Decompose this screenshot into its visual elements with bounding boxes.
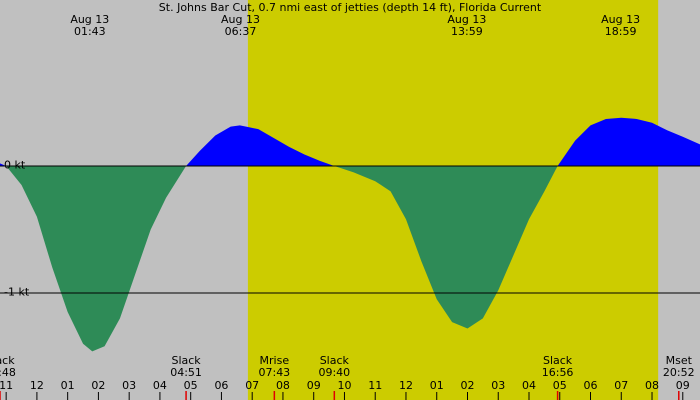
event-time: 07:43 xyxy=(258,366,290,379)
x-tick-label: 01 xyxy=(430,379,444,392)
peak-time: 13:59 xyxy=(451,25,483,38)
peak-time: 18:59 xyxy=(605,25,637,38)
x-tick-label: 09 xyxy=(307,379,321,392)
x-tick-label: 11 xyxy=(368,379,382,392)
ebb-area xyxy=(6,165,558,352)
x-tick-label: 12 xyxy=(30,379,44,392)
x-tick-label: 08 xyxy=(276,379,290,392)
x-tick-label: 07 xyxy=(614,379,628,392)
event-label: Mset xyxy=(666,354,693,367)
x-tick-label: 02 xyxy=(460,379,474,392)
event-label: Slack xyxy=(543,354,573,367)
x-tick-label: 04 xyxy=(522,379,536,392)
event-time: 16:56 xyxy=(542,366,574,379)
event-time: 20:52 xyxy=(663,366,695,379)
x-tick-label: 02 xyxy=(91,379,105,392)
x-tick-label: 04 xyxy=(153,379,167,392)
peak-date: Aug 13 xyxy=(70,13,109,26)
x-tick-label: 11 xyxy=(0,379,13,392)
x-tick-label: 05 xyxy=(184,379,198,392)
peak-date: Aug 13 xyxy=(221,13,260,26)
x-tick-label: 06 xyxy=(214,379,228,392)
y-tick-label: 0 kt xyxy=(4,158,26,171)
x-tick-label: 05 xyxy=(553,379,567,392)
x-tick-label: 03 xyxy=(122,379,136,392)
event-time: 04:51 xyxy=(170,366,202,379)
x-tick-label: 10 xyxy=(337,379,351,392)
y-tick-label: -1 kt xyxy=(4,285,30,298)
event-time: 09:40 xyxy=(318,366,350,379)
x-tick-label: 03 xyxy=(491,379,505,392)
x-tick-label: 09 xyxy=(676,379,690,392)
event-label: Slack xyxy=(0,354,15,367)
peak-date: Aug 13 xyxy=(447,13,486,26)
x-tick-label: 01 xyxy=(61,379,75,392)
chart-title: St. Johns Bar Cut, 0.7 nmi east of jetti… xyxy=(159,1,542,14)
event-label: Slack xyxy=(171,354,201,367)
event-label: Slack xyxy=(320,354,350,367)
x-tick-label: 12 xyxy=(399,379,413,392)
peak-time: 06:37 xyxy=(225,25,257,38)
peak-date: Aug 13 xyxy=(601,13,640,26)
x-tick-label: 06 xyxy=(584,379,598,392)
peak-time: 01:43 xyxy=(74,25,106,38)
event-label: Mrise xyxy=(260,354,290,367)
event-time: 22:48 xyxy=(0,366,16,379)
flood-area xyxy=(0,117,700,166)
x-tick-label: 07 xyxy=(245,379,259,392)
x-tick-label: 08 xyxy=(645,379,659,392)
